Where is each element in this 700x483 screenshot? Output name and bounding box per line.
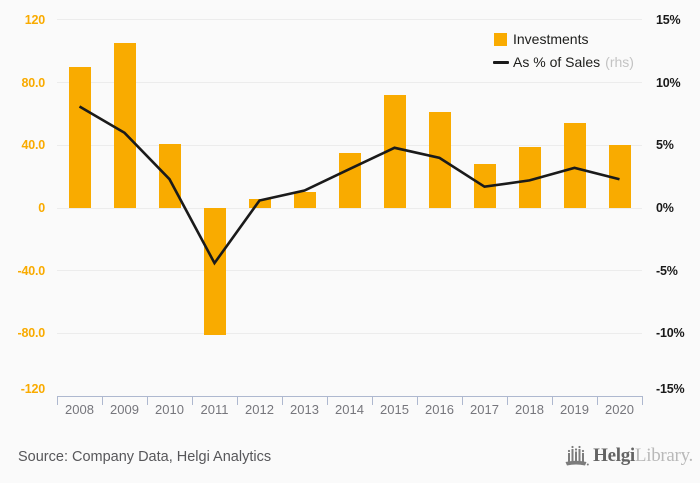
x-axis-tick bbox=[462, 396, 463, 405]
gridline bbox=[57, 270, 642, 272]
gridline bbox=[57, 82, 642, 84]
bar-2009 bbox=[113, 43, 136, 208]
x-axis-line bbox=[57, 396, 642, 397]
x-axis-label-2016: 2016 bbox=[425, 402, 454, 417]
x-axis-tick bbox=[192, 396, 193, 405]
x-axis-tick bbox=[507, 396, 508, 405]
x-axis-label-2010: 2010 bbox=[155, 402, 184, 417]
left-axis-tick-label: -120 bbox=[20, 382, 45, 396]
legend-item-investments[interactable]: Investments bbox=[494, 31, 634, 47]
x-axis-tick bbox=[372, 396, 373, 405]
x-axis-label-2018: 2018 bbox=[515, 402, 544, 417]
left-axis-tick-label: -40.0 bbox=[17, 263, 46, 278]
x-axis-tick bbox=[57, 396, 58, 405]
left-axis-tick-label: -80.0 bbox=[17, 326, 46, 341]
x-axis-tick bbox=[147, 396, 148, 405]
x-axis-label-2017: 2017 bbox=[470, 402, 499, 417]
helgi-library-logo: Helgi Library. bbox=[564, 445, 693, 467]
gridline bbox=[57, 19, 642, 21]
bar-2019 bbox=[563, 123, 586, 208]
bar-2013 bbox=[293, 192, 316, 208]
x-axis-label-2009: 2009 bbox=[110, 402, 139, 417]
x-axis-tick bbox=[282, 396, 283, 405]
left-axis-tick-label: 0 bbox=[38, 201, 45, 215]
line-swatch-icon bbox=[493, 60, 509, 64]
legend-label-investments: Investments bbox=[513, 31, 589, 47]
x-axis-tick bbox=[642, 396, 643, 405]
legend-suffix-rhs: (rhs) bbox=[605, 54, 634, 70]
left-axis-tick-label: 80.0 bbox=[21, 75, 45, 90]
x-axis-tick bbox=[597, 396, 598, 405]
x-axis-tick bbox=[237, 396, 238, 405]
right-axis-tick-label: 5% bbox=[656, 138, 674, 153]
x-axis-label-2014: 2014 bbox=[335, 402, 364, 417]
legend-item-as-pct-of-sales[interactable]: As % of Sales (rhs) bbox=[493, 54, 634, 70]
bar-2017 bbox=[473, 164, 496, 208]
bar-2008 bbox=[68, 66, 91, 208]
bar-2018 bbox=[518, 146, 541, 208]
bar-2011 bbox=[203, 208, 226, 335]
right-axis-tick-label: -5% bbox=[656, 263, 678, 278]
left-axis-tick-label: 120 bbox=[24, 12, 45, 27]
x-axis-tick bbox=[102, 396, 103, 405]
bar-2015 bbox=[383, 95, 406, 208]
x-axis-label-2015: 2015 bbox=[380, 402, 409, 417]
bar-2012 bbox=[248, 198, 271, 208]
x-axis-label-2019: 2019 bbox=[560, 402, 589, 417]
bar-2014 bbox=[338, 153, 361, 208]
source-text: Source: Company Data, Helgi Analytics bbox=[18, 449, 272, 465]
logo-text-library: Library. bbox=[634, 445, 693, 466]
x-axis-label-2008: 2008 bbox=[65, 402, 94, 417]
right-axis-tick-label: -10% bbox=[656, 326, 685, 341]
right-axis-tick-label: -15% bbox=[656, 382, 685, 396]
x-axis-tick bbox=[552, 396, 553, 405]
x-axis-label-2013: 2013 bbox=[290, 402, 319, 417]
x-axis-tick bbox=[417, 396, 418, 405]
right-axis-tick-label: 15% bbox=[656, 13, 681, 27]
bar-2020 bbox=[608, 145, 631, 208]
bar-2010 bbox=[158, 143, 181, 208]
left-axis-tick-label: 40.0 bbox=[21, 138, 45, 153]
gridline bbox=[57, 332, 642, 334]
x-axis-label-2011: 2011 bbox=[200, 402, 229, 417]
helgi-library-logo-icon bbox=[565, 445, 589, 466]
logo-text-helgi: Helgi bbox=[593, 445, 635, 466]
bar-swatch-icon bbox=[494, 32, 507, 46]
x-axis-label-2012: 2012 bbox=[245, 402, 274, 417]
legend-label-as-pct-of-sales: As % of Sales bbox=[513, 54, 601, 70]
x-axis-label-2020: 2020 bbox=[605, 402, 634, 417]
legend: Investments As % of Sales (rhs) bbox=[493, 31, 634, 70]
gridline bbox=[57, 144, 642, 146]
right-axis-tick-label: 10% bbox=[656, 75, 681, 90]
right-axis-tick-label: 0% bbox=[656, 201, 674, 215]
bar-2016 bbox=[428, 112, 451, 208]
x-axis-tick bbox=[327, 396, 328, 405]
